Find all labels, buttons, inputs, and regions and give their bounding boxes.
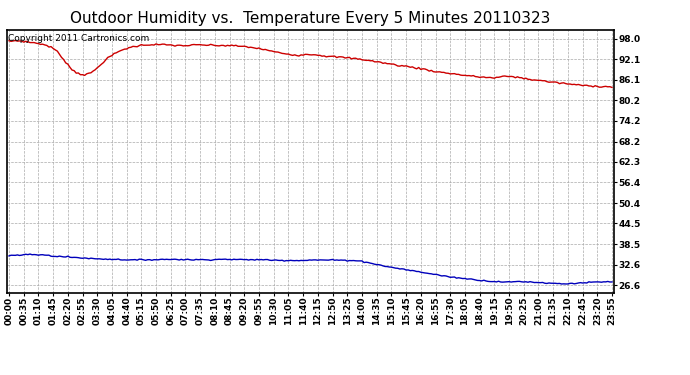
Text: Copyright 2011 Cartronics.com: Copyright 2011 Cartronics.com — [8, 34, 149, 43]
Text: Outdoor Humidity vs.  Temperature Every 5 Minutes 20110323: Outdoor Humidity vs. Temperature Every 5… — [70, 11, 551, 26]
